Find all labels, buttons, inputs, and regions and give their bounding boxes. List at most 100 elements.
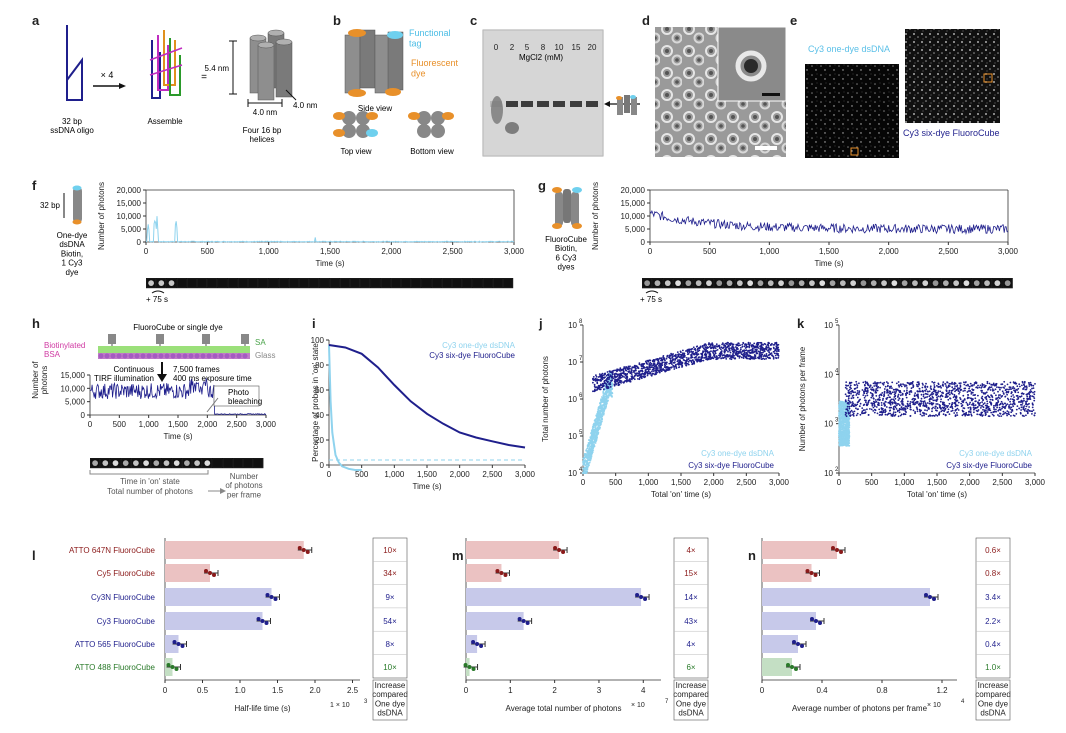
scatter-point xyxy=(635,365,638,367)
filmstrip-frame xyxy=(299,278,309,288)
scatter-point xyxy=(622,368,625,371)
scatter-point xyxy=(592,426,595,428)
scatter-point xyxy=(600,416,603,419)
scatter-point xyxy=(638,370,640,373)
scatter-point xyxy=(887,413,889,415)
scatter-point xyxy=(1026,412,1029,415)
x-tick-label: 2,500 xyxy=(227,420,248,429)
scatter-point xyxy=(594,418,597,421)
scatter-point xyxy=(1031,395,1034,398)
scatter-point xyxy=(984,412,987,414)
scatter-point xyxy=(606,396,609,399)
scatter-point xyxy=(936,409,938,412)
scatter-point xyxy=(604,396,606,398)
x-tick-label: 500 xyxy=(865,478,879,487)
scatter-point xyxy=(732,356,734,359)
scatter-point xyxy=(726,354,729,356)
scatter-point xyxy=(607,374,610,376)
scatter-point xyxy=(873,408,876,411)
scatter-point xyxy=(998,406,1001,409)
scatter-point xyxy=(586,466,589,469)
scatter-point xyxy=(682,355,685,357)
scatter-point xyxy=(953,395,956,397)
scatter-point xyxy=(1018,407,1021,410)
scatter-point xyxy=(962,399,965,402)
scatter-point xyxy=(690,355,693,358)
scatter-point xyxy=(768,356,770,359)
scatter-point xyxy=(692,350,694,353)
replicate-point xyxy=(204,569,208,573)
scatter-point xyxy=(757,350,760,353)
scatter-point xyxy=(871,395,874,397)
scatter-point xyxy=(659,367,662,369)
scatter-point xyxy=(891,381,894,384)
scatter-point xyxy=(1008,413,1010,416)
scatter-point xyxy=(948,385,951,387)
scatter-point xyxy=(753,354,756,356)
y-tick-label: 10 xyxy=(824,420,833,429)
scatter-point xyxy=(1002,386,1005,389)
scatter-point xyxy=(624,372,627,375)
scatter-point xyxy=(885,406,888,408)
bar-m-0 xyxy=(466,541,560,559)
scatter-point xyxy=(1019,396,1022,398)
scatter-point xyxy=(646,366,649,369)
scatter-point xyxy=(626,372,629,375)
y-tick-label: 5,000 xyxy=(625,225,646,234)
scatter-point xyxy=(847,412,850,415)
scatter-point xyxy=(884,411,886,414)
scatter-point xyxy=(603,397,606,400)
scatter-point xyxy=(880,404,883,406)
x-axis-label: Average number of photons per frame xyxy=(792,704,928,713)
scatter-point xyxy=(586,468,589,471)
scatter-point xyxy=(845,426,848,429)
scatter-point xyxy=(880,407,883,410)
scatter-point xyxy=(856,390,859,392)
panel-letter-c: c xyxy=(470,13,477,28)
scatter-point xyxy=(953,401,956,404)
scatter-point xyxy=(623,366,626,368)
h-y-axis-label: Number ofphotons xyxy=(31,361,49,399)
scatter-point xyxy=(758,355,761,358)
scatter-point xyxy=(714,352,717,354)
scatter-point xyxy=(1001,407,1003,410)
filmstrip-frame xyxy=(207,278,218,288)
scatter-point xyxy=(905,396,908,399)
y-tick-label: 10 xyxy=(568,321,577,330)
side-view-cylinder xyxy=(359,29,376,89)
scatter-point xyxy=(980,397,983,399)
scatter-point xyxy=(956,385,958,388)
scatter-point xyxy=(986,382,989,385)
scatter-point xyxy=(704,349,707,352)
filmstrip-frame xyxy=(227,278,238,288)
top-view-label: Top view xyxy=(340,147,371,156)
y-tick-exponent: 5 xyxy=(579,430,583,436)
scatter-point xyxy=(715,343,718,346)
scatter-point xyxy=(673,368,676,370)
bar-m-2 xyxy=(466,588,642,606)
scatter-point xyxy=(967,384,969,387)
x-axis-label: Half-life time (s) xyxy=(234,704,290,713)
scatter-point xyxy=(900,413,903,416)
scatter-point xyxy=(848,394,851,397)
scatter-point xyxy=(997,400,1000,403)
x-tick-label: 2,000 xyxy=(450,470,471,479)
scatter-point xyxy=(995,402,998,404)
filmstrip-frame xyxy=(319,278,330,288)
scatter-point xyxy=(852,415,855,417)
scatter-point xyxy=(965,384,968,387)
replicate-point xyxy=(479,644,484,648)
scatter-point xyxy=(677,354,680,357)
scatter-point xyxy=(678,366,681,368)
scatter-point xyxy=(931,395,934,398)
scatter-point xyxy=(875,395,878,397)
bar-m-3 xyxy=(466,612,524,630)
scatter-point xyxy=(1031,402,1034,405)
scatter-point xyxy=(717,344,720,347)
scatter-point xyxy=(646,371,649,373)
scatter-point xyxy=(977,401,979,404)
x-tick-label: 2,000 xyxy=(197,420,218,429)
functional-tag-label: Functional tag xyxy=(409,28,451,48)
times-four: × 4 xyxy=(101,70,114,80)
